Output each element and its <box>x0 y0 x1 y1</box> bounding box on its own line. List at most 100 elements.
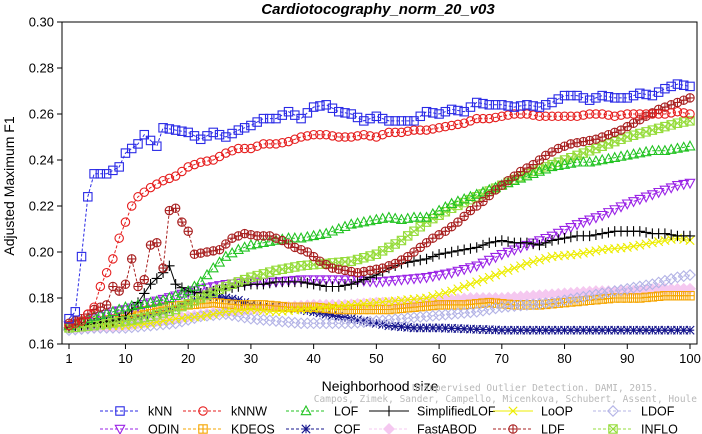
data-point-simplifiedlof <box>302 277 313 289</box>
series-line-knnw <box>68 111 691 327</box>
data-point-knnw <box>277 138 288 148</box>
data-point-ldof <box>665 273 678 286</box>
data-point-odin <box>602 208 615 219</box>
data-point-knn <box>177 126 187 137</box>
data-point-knn <box>164 124 175 134</box>
data-point-loop <box>447 286 457 296</box>
data-point-odin <box>671 181 684 192</box>
data-point-simplifiedlof <box>534 239 545 251</box>
data-point-lof <box>571 156 583 167</box>
data-point-cof <box>490 325 501 335</box>
data-point-ldf <box>503 175 513 186</box>
data-point-knnw <box>572 111 582 122</box>
data-point-odin <box>333 275 345 286</box>
data-point-lof <box>289 232 301 243</box>
data-point-ldof <box>564 293 577 306</box>
series-knn <box>64 79 695 324</box>
data-point-odin <box>659 185 671 197</box>
legend-label-inflo: INFLO <box>641 423 678 434</box>
data-point-knn <box>365 113 375 124</box>
data-point-inflo <box>603 139 614 149</box>
data-point-lof <box>678 141 690 152</box>
data-point-inflo <box>208 287 219 297</box>
data-point-cof <box>465 324 476 334</box>
data-point-cof <box>566 325 576 335</box>
data-point-ldof <box>433 309 446 322</box>
data-point-ldf <box>478 196 488 207</box>
y-tick-label: 0.20 <box>29 245 54 260</box>
data-point-ldof <box>684 269 696 281</box>
data-point-knnw <box>622 109 633 119</box>
data-point-cof <box>679 325 689 335</box>
data-point-knn <box>315 101 325 111</box>
data-point-odin <box>414 273 426 285</box>
data-point-lof <box>395 213 408 225</box>
data-point-knnw <box>233 143 244 154</box>
data-point-ldof <box>477 304 489 317</box>
data-point-ldf <box>459 211 469 222</box>
data-point-knn <box>597 90 607 101</box>
data-point-knn <box>440 106 451 117</box>
data-point-lof <box>565 157 577 168</box>
data-point-lof <box>207 261 219 273</box>
data-point-knnw <box>503 110 513 120</box>
x-tick-label: 100 <box>679 351 701 366</box>
data-point-inflo <box>685 116 695 126</box>
data-point-lof <box>615 150 627 161</box>
data-point-knnw <box>678 108 689 118</box>
legend-item-odin: ODIN <box>100 423 179 434</box>
data-point-knn <box>509 102 520 112</box>
legend-label-odin: ODIN <box>148 423 179 434</box>
data-point-knnw <box>446 120 457 131</box>
data-point-knn <box>522 100 532 110</box>
data-point-ldf <box>409 247 419 257</box>
data-point-knn <box>647 90 658 101</box>
data-point-knn <box>76 251 87 262</box>
data-point-ldof <box>458 306 471 319</box>
legend-item-knn: kNN <box>100 405 172 419</box>
data-point-cof <box>622 325 632 335</box>
legend-label-knnw: kNNW <box>231 405 267 419</box>
data-point-knnw <box>126 201 137 211</box>
legend-marker-inflo <box>608 424 618 434</box>
data-point-simplifiedlof <box>665 229 677 240</box>
data-point-cof <box>453 324 463 334</box>
data-point-lof <box>577 156 589 167</box>
series-line-knn <box>68 83 691 320</box>
data-point-ldf <box>333 264 344 274</box>
chart-title: Cardiotocography_norm_20_v03 <box>261 1 495 18</box>
data-point-knn <box>221 132 231 142</box>
data-point-simplifiedlof <box>415 254 426 266</box>
data-point-ldf <box>497 180 507 191</box>
data-point-inflo <box>591 143 601 154</box>
data-point-knnw <box>584 109 595 119</box>
data-point-knnw <box>609 111 620 122</box>
data-point-knn <box>89 169 99 179</box>
data-point-knnw <box>308 129 319 140</box>
data-point-knn <box>133 139 143 149</box>
data-point-ldf <box>465 205 476 216</box>
data-point-odin <box>402 274 414 286</box>
data-point-inflo <box>227 279 237 289</box>
data-point-cof <box>509 325 519 335</box>
data-point-inflo <box>214 284 225 295</box>
data-point-cof <box>403 322 413 332</box>
data-point-knn <box>145 135 156 146</box>
data-point-ldof <box>345 317 358 330</box>
data-point-knnw <box>628 109 639 119</box>
data-point-loop <box>472 277 482 287</box>
data-point-odin <box>646 190 658 201</box>
data-point-odin <box>88 314 100 325</box>
data-point-loop <box>459 281 469 292</box>
data-point-simplifiedlof <box>490 236 501 247</box>
data-point-ldof <box>608 285 621 298</box>
series-knnw <box>64 106 695 331</box>
data-point-knnw <box>177 166 187 177</box>
data-point-cof <box>478 324 488 335</box>
data-point-inflo <box>584 146 595 156</box>
data-point-ldof <box>671 271 684 284</box>
data-point-kdeos <box>685 290 695 301</box>
data-point-ldf <box>327 263 338 273</box>
data-point-knnw <box>409 125 419 135</box>
legend-marker-simplifiedlof <box>383 405 395 417</box>
